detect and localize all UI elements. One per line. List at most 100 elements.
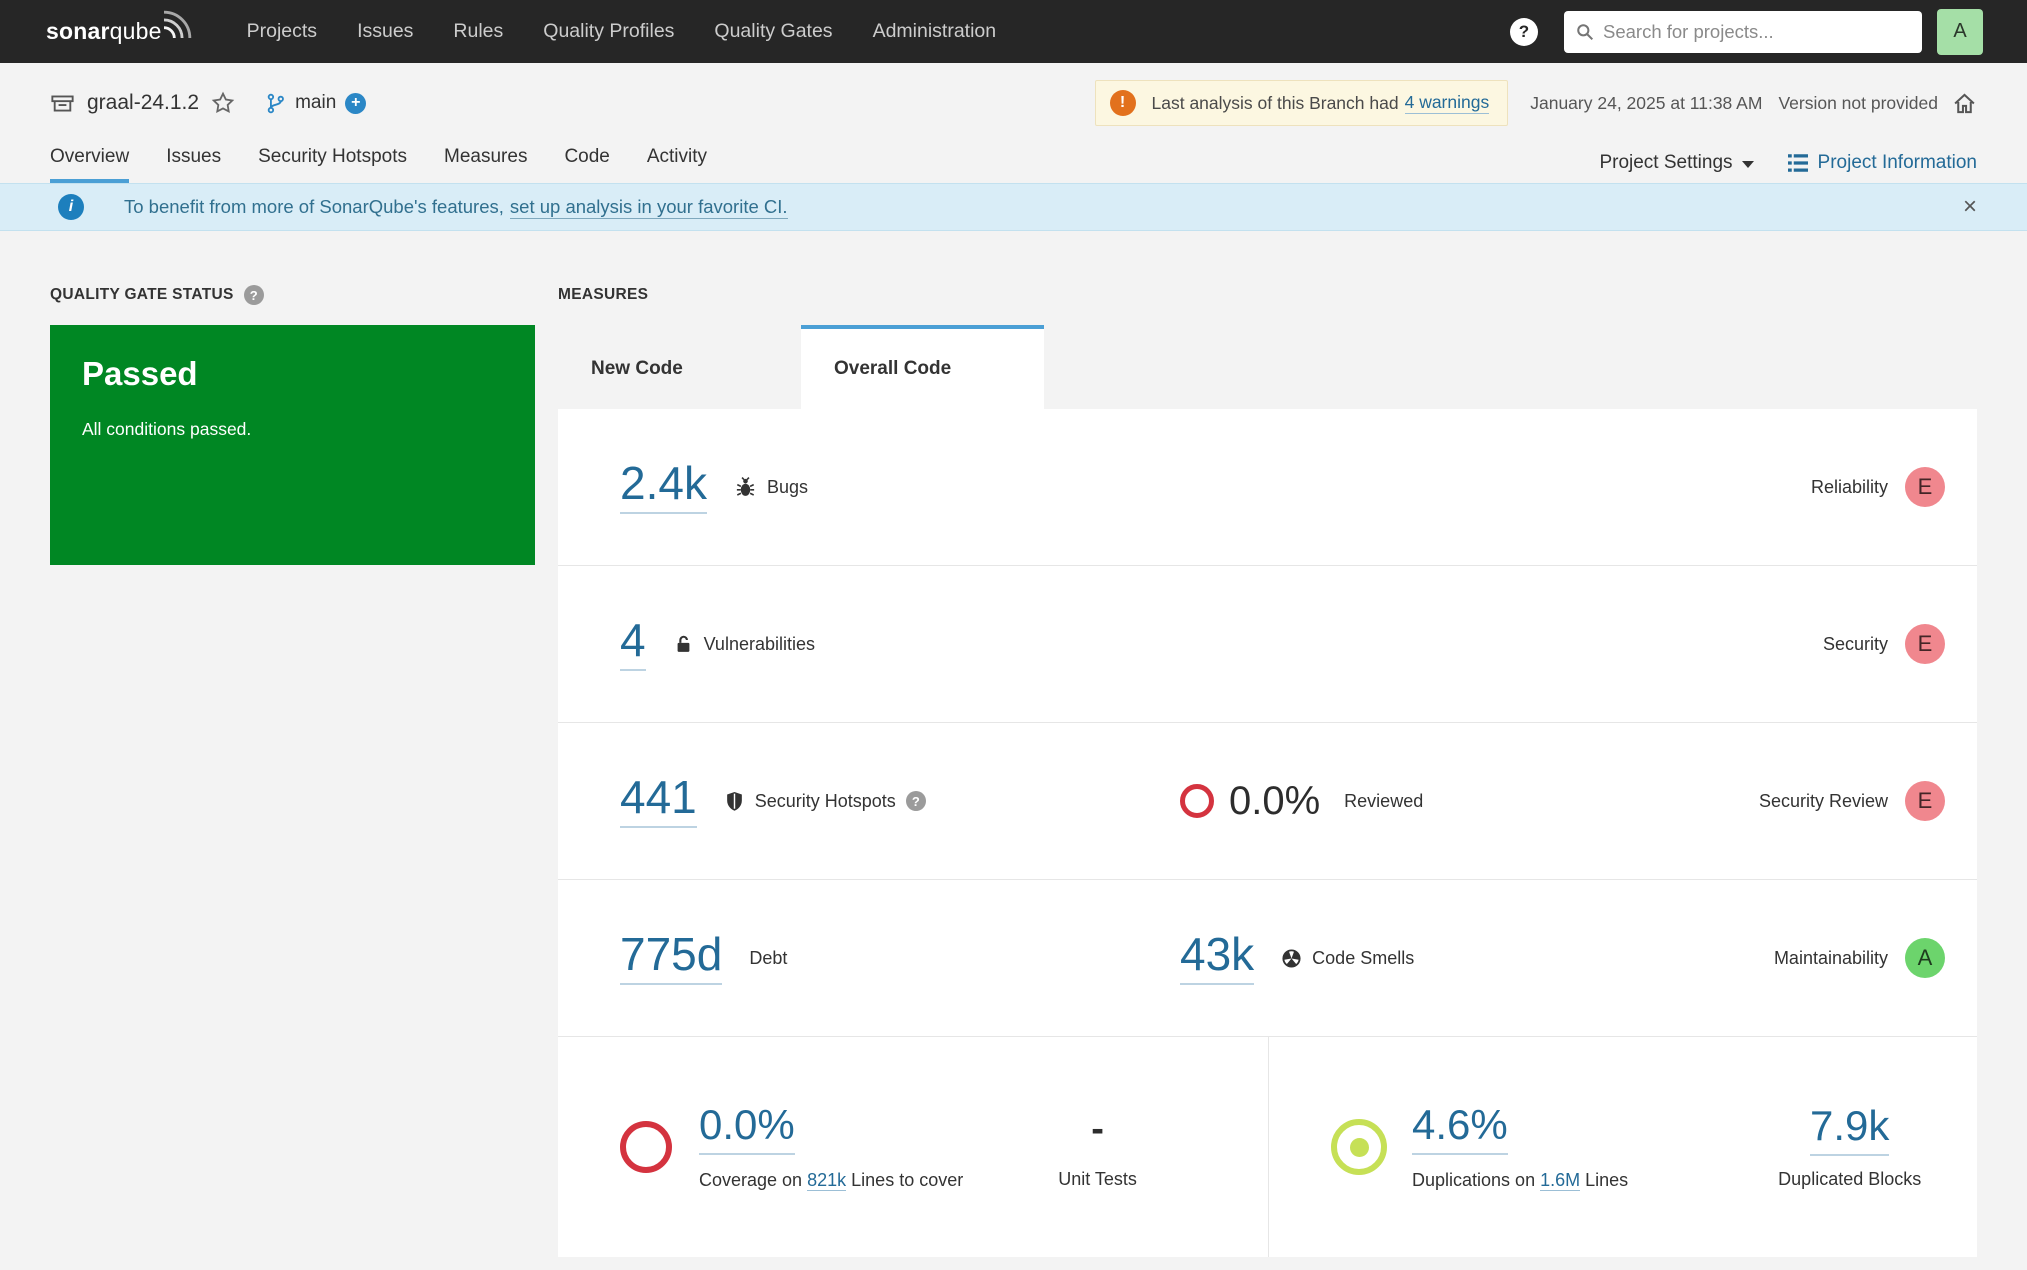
- chevron-down-icon: [1741, 161, 1754, 168]
- banner-ci-link[interactable]: set up analysis in your favorite CI.: [509, 195, 788, 219]
- duplications-metric: 4.6% Duplications on 1.6M Lines: [1412, 1103, 1628, 1191]
- coverage-cell: 0.0% Coverage on 821k Lines to cover - U…: [558, 1037, 1268, 1257]
- reliability-label: Reliability: [1810, 476, 1888, 497]
- header-right-group: ! Last analysis of this Branch had 4 war…: [1094, 80, 1978, 126]
- nav-right-group: ? A: [1510, 8, 1983, 55]
- duplications-value-link[interactable]: 4.6%: [1412, 1103, 1508, 1155]
- hotspots-help-icon[interactable]: ?: [905, 791, 926, 811]
- nav-item-quality-profiles[interactable]: Quality Profiles: [543, 20, 675, 42]
- coverage-ring-icon: [620, 1121, 672, 1173]
- nav-item-quality-gates[interactable]: Quality Gates: [714, 20, 833, 42]
- sonarqube-logo-text: sonarqube: [46, 18, 162, 44]
- avatar[interactable]: A: [1937, 8, 1983, 55]
- nav-menu: Projects Issues Rules Quality Profiles Q…: [247, 20, 997, 43]
- measures-tabs: New Code Overall Code: [558, 325, 1977, 409]
- code-smells-icon: [1282, 948, 1301, 968]
- maintainability-rating-badge[interactable]: A: [1905, 938, 1945, 978]
- security-rating-group: Security E: [1823, 624, 1945, 664]
- analysis-date: January 24, 2025 at 11:38 AM: [1530, 92, 1763, 113]
- warning-icon: !: [1109, 90, 1136, 116]
- add-branch-icon[interactable]: +: [345, 92, 367, 114]
- quality-gate-section: QUALITY GATE STATUS ? Passed All conditi…: [50, 283, 535, 565]
- analysis-warning-box: ! Last analysis of this Branch had 4 war…: [1094, 80, 1509, 126]
- nav-item-projects[interactable]: Projects: [246, 20, 318, 42]
- project-settings-dropdown[interactable]: Project Settings: [1599, 152, 1754, 174]
- analysis-meta: January 24, 2025 at 11:38 AM Version not…: [1530, 91, 1977, 116]
- bug-icon: [736, 476, 755, 496]
- info-icon: i: [58, 194, 84, 220]
- tab-code[interactable]: Code: [564, 146, 610, 167]
- bugs-label: Bugs: [766, 476, 808, 497]
- warnings-link[interactable]: 4 warnings: [1404, 92, 1490, 114]
- tab-measures[interactable]: Measures: [444, 146, 528, 167]
- vulnerabilities-metric: 4 Vulnerabilities: [620, 617, 1180, 671]
- maintainability-label: Maintainability: [1773, 947, 1888, 968]
- nav-item-administration[interactable]: Administration: [872, 20, 997, 42]
- bugs-count-link[interactable]: 2.4k: [620, 460, 707, 514]
- debt-label: Debt: [749, 947, 788, 968]
- warning-text: Last analysis of this Branch had: [1151, 92, 1399, 113]
- branch-name: main: [295, 92, 337, 113]
- quality-gate-title: QUALITY GATE STATUS: [50, 286, 234, 303]
- quality-gate-help-icon[interactable]: ?: [243, 285, 264, 305]
- tab-new-code[interactable]: New Code: [591, 358, 683, 379]
- coverage-metric: 0.0% Coverage on 821k Lines to cover: [699, 1103, 963, 1191]
- sonarqube-logo[interactable]: sonarqube: [46, 10, 195, 47]
- close-icon[interactable]: ×: [1962, 193, 1977, 220]
- reviewed-label: Reviewed: [1344, 790, 1424, 811]
- security-review-rating-badge[interactable]: E: [1905, 781, 1945, 821]
- tab-overview[interactable]: Overview: [50, 146, 130, 183]
- hotspots-count-link[interactable]: 441: [620, 774, 697, 828]
- lock-icon: [677, 635, 689, 652]
- maintainability-row: 775d Debt 43k Code Smells: [558, 880, 1977, 1037]
- tab-activity[interactable]: Activity: [646, 146, 708, 167]
- code-smells-count-link[interactable]: 43k: [1180, 931, 1255, 985]
- search-input[interactable]: [1603, 20, 1910, 43]
- tab-overall-code[interactable]: Overall Code: [801, 325, 1044, 409]
- debt-value-link[interactable]: 775d: [620, 931, 723, 985]
- nav-item-issues[interactable]: Issues: [357, 20, 414, 42]
- unit-tests-label: Unit Tests: [1058, 1168, 1137, 1189]
- unit-tests-value: -: [1091, 1108, 1104, 1150]
- vulnerabilities-row: 4 Vulnerabilities Security E: [558, 566, 1977, 723]
- maintainability-rating-group: Maintainability A: [1774, 938, 1945, 978]
- bugs-row: 2.4k Bugs Reliability E: [558, 409, 1977, 566]
- security-rating-badge[interactable]: E: [1905, 624, 1945, 664]
- debt-metric: 775d Debt: [620, 931, 1180, 985]
- tab-security-hotspots[interactable]: Security Hotspots: [258, 146, 408, 167]
- duplicated-lines-link[interactable]: 1.6M: [1540, 1169, 1581, 1191]
- lines-to-cover-link[interactable]: 821k: [807, 1169, 847, 1191]
- vulnerabilities-count-link[interactable]: 4: [620, 617, 646, 671]
- nav-item-rules[interactable]: Rules: [453, 20, 504, 42]
- list-icon: [1787, 154, 1808, 172]
- duplicated-blocks-link[interactable]: 7.9k: [1810, 1104, 1890, 1156]
- reliability-rating-badge[interactable]: E: [1905, 467, 1945, 507]
- ci-info-banner: i To benefit from more of SonarQube's fe…: [0, 183, 2027, 231]
- quality-gate-status: Passed: [82, 355, 198, 392]
- git-branch-icon: [267, 93, 284, 113]
- duplications-ring-icon: [1331, 1119, 1387, 1175]
- version-label: Version not provided: [1778, 92, 1938, 113]
- project-name: graal-24.1.2: [87, 91, 200, 114]
- measures-title: MEASURES: [558, 286, 649, 303]
- hotspots-metric: 441 Security Hotspots ?: [620, 774, 1180, 828]
- tabs-right-group: Project Settings Project Information: [1599, 152, 1977, 183]
- help-icon[interactable]: ?: [1510, 17, 1538, 46]
- coverage-duplications-row: 0.0% Coverage on 821k Lines to cover - U…: [558, 1037, 1977, 1257]
- measures-section: MEASURES New Code Overall Code 2.4k Bu: [558, 283, 1977, 1257]
- search-box[interactable]: [1564, 10, 1922, 53]
- favorite-star-icon[interactable]: [211, 91, 235, 115]
- quality-gate-message: All conditions passed.: [82, 419, 252, 439]
- duplicated-blocks-label: Duplicated Blocks: [1778, 1168, 1922, 1189]
- tab-issues[interactable]: Issues: [166, 146, 222, 167]
- project-header: graal-24.1.2 main + ! Last analysis of t…: [0, 63, 2027, 127]
- coverage-value-link[interactable]: 0.0%: [699, 1103, 795, 1155]
- vulnerabilities-label: Vulnerabilities: [703, 633, 815, 654]
- project-information-button[interactable]: Project Information: [1787, 152, 1977, 174]
- measures-heading: MEASURES: [558, 283, 1977, 307]
- bugs-metric: 2.4k Bugs: [620, 460, 1180, 514]
- home-icon[interactable]: [1952, 91, 1977, 116]
- quality-gate-status-card: Passed All conditions passed.: [50, 325, 535, 565]
- duplicated-blocks-metric: 7.9k Duplicated Blocks: [1778, 1104, 1922, 1190]
- main-content: QUALITY GATE STATUS ? Passed All conditi…: [0, 231, 2027, 1257]
